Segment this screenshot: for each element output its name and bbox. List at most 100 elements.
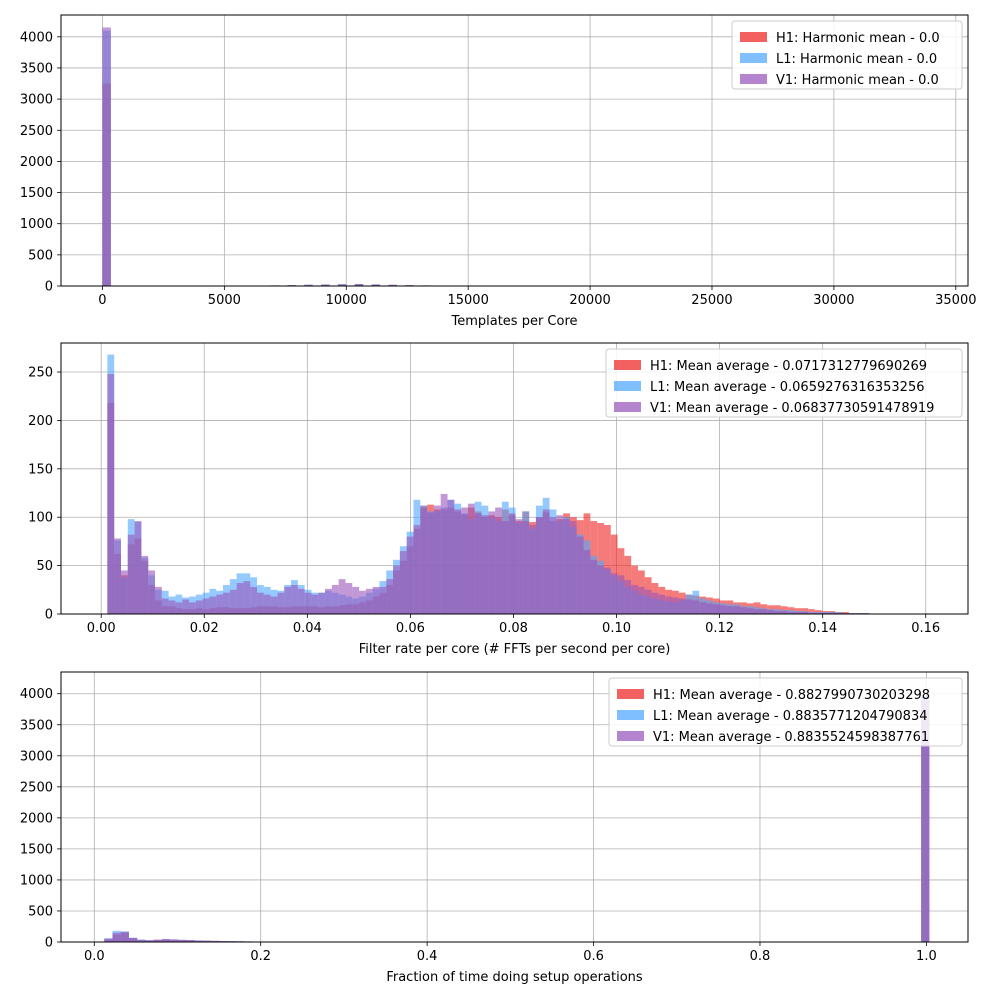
- histogram-bar: [127, 534, 135, 614]
- histogram-bar: [352, 586, 360, 614]
- histogram-bar: [556, 515, 564, 614]
- y-tick-label: 1500: [20, 186, 53, 201]
- histogram-bar: [501, 521, 509, 614]
- histogram-bar: [161, 939, 171, 942]
- histogram-bar: [223, 592, 230, 614]
- histogram-bar: [420, 507, 428, 614]
- histogram-bar: [284, 586, 292, 614]
- histogram-bar: [194, 940, 203, 942]
- histogram-bar: [774, 611, 781, 614]
- histogram-bar: [624, 580, 632, 614]
- x-axis-label: Filter rate per core (# FFTs per second …: [359, 642, 671, 657]
- legend-entry: L1: Mean average - 0.0659276316353256: [650, 380, 925, 395]
- histogram-bar: [318, 592, 326, 614]
- histogram-bar: [433, 505, 441, 614]
- x-tick-label: 0.0: [84, 949, 105, 964]
- histogram-bar: [699, 602, 707, 614]
- histogram-bar: [112, 932, 121, 942]
- histogram-bar: [321, 284, 330, 286]
- legend-box: [731, 20, 963, 90]
- y-tick-label: 200: [28, 414, 53, 429]
- histogram-bar: [114, 538, 121, 614]
- y-tick-label: 2500: [20, 124, 53, 139]
- histogram-bar: [263, 594, 271, 614]
- histogram-bar: [338, 579, 346, 614]
- y-tick-label: 1000: [20, 217, 53, 232]
- histogram-bar: [291, 584, 298, 614]
- histogram-bar: [359, 590, 366, 614]
- histogram-bar: [229, 589, 237, 614]
- y-tick-label: 3500: [20, 718, 53, 733]
- histogram-bar: [542, 509, 550, 614]
- histogram-bar: [137, 939, 146, 942]
- histogram-bar: [250, 586, 258, 614]
- histogram-bar: [454, 509, 462, 614]
- histogram-bar: [719, 605, 727, 614]
- x-tick-label: 0.16: [911, 621, 940, 636]
- panel-filter-rate: 0.00 0.02 0.04 0.06 0.08 0.10 0.12 0.14 0.16 0 50 1…: [28, 342, 969, 657]
- histogram-bar: [427, 512, 434, 614]
- x-axis-label: Fraction of time doing setup operations: [386, 970, 643, 985]
- plot-frame: [60, 671, 969, 943]
- histogram-bar: [128, 937, 138, 942]
- legend: H1: Mean average - 0.8827990730203298 L1:…: [608, 677, 963, 747]
- histogram-bar: [175, 602, 183, 614]
- legend: H1: Harmonic mean - 0.0 L1: Harmonic mean…: [731, 20, 963, 90]
- histogram-bar: [388, 284, 397, 286]
- histogram-bar: [522, 521, 530, 614]
- y-tick-label: 0: [45, 936, 53, 951]
- y-tick-label: 4000: [20, 30, 53, 45]
- y-tick-label: 3500: [20, 61, 53, 76]
- histogram-bar: [311, 594, 319, 614]
- histogram-bar: [413, 524, 421, 614]
- y-tick-label: 3000: [20, 749, 53, 764]
- y-tick-label: 50: [36, 559, 53, 574]
- plot-frame: [60, 342, 969, 615]
- histogram-bar: [794, 612, 802, 614]
- histogram-bar: [406, 536, 414, 614]
- x-tick-label: 0.4: [417, 949, 438, 964]
- histogram-bar: [372, 586, 380, 614]
- histogram-bar: [529, 524, 536, 614]
- histogram-bar: [216, 594, 224, 614]
- x-tick-label: 0.6: [583, 949, 604, 964]
- histogram-bar: [842, 612, 849, 614]
- histogram-bar: [120, 570, 128, 614]
- histogram-bar: [178, 939, 187, 942]
- legend-entry: L1: Mean average - 0.8835771204790834: [653, 709, 928, 724]
- histogram-bar: [447, 499, 455, 614]
- histogram-bar: [236, 583, 244, 614]
- histogram-bar: [354, 284, 364, 286]
- histogram-bar: [515, 519, 523, 614]
- histogram-bar: [671, 597, 679, 614]
- histogram-bar: [821, 612, 829, 614]
- x-tick-label: 0.14: [808, 621, 837, 636]
- x-tick-label: 0.12: [705, 621, 734, 636]
- histogram-bar: [740, 607, 747, 614]
- histogram-bar: [120, 931, 129, 942]
- histogram-bar: [345, 583, 353, 614]
- legend-swatch: [614, 402, 641, 412]
- legend-entry: L1: Harmonic mean - 0.0: [776, 52, 937, 67]
- x-tick-label: 0.08: [499, 621, 528, 636]
- histogram-bar: [145, 940, 154, 942]
- histogram-bar: [189, 602, 196, 614]
- legend-swatch: [617, 689, 644, 699]
- histogram-bar: [195, 600, 203, 614]
- histogram-bar: [148, 570, 155, 614]
- legend-entry: H1: Mean average - 0.8827990730203298: [653, 688, 930, 703]
- histogram-bar: [161, 598, 169, 614]
- histogram-bar: [637, 586, 645, 614]
- histogram-bar: [467, 503, 475, 614]
- histogram-bar: [211, 940, 220, 942]
- y-tick-label: 0: [45, 608, 53, 623]
- histogram-bar: [835, 612, 843, 614]
- histogram-bar: [767, 610, 775, 614]
- histogram-bar: [153, 939, 162, 942]
- histogram-bar: [631, 584, 638, 614]
- histogram-bar: [209, 596, 217, 614]
- histogram-bar: [440, 493, 448, 614]
- histogram-bar: [386, 579, 394, 614]
- histogram-bar: [170, 939, 179, 942]
- y-tick-label: 1500: [20, 842, 53, 857]
